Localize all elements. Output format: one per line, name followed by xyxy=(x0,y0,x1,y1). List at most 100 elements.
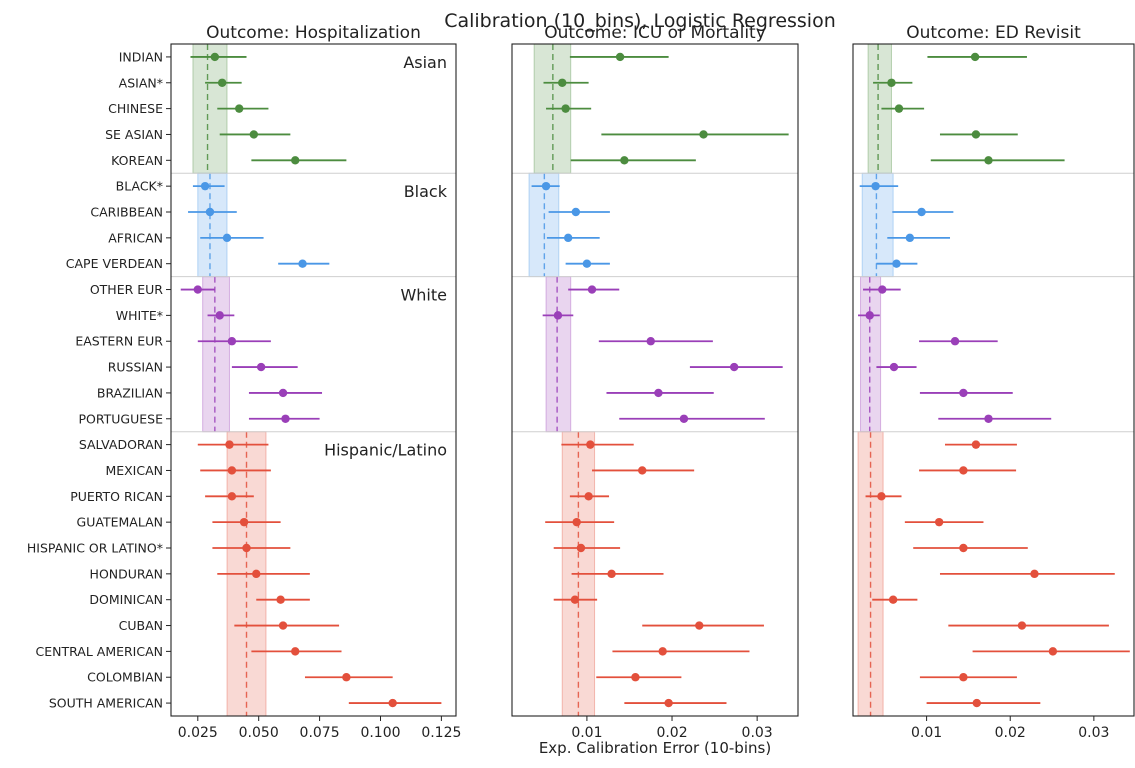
data-point xyxy=(242,543,251,553)
data-point xyxy=(905,233,915,243)
data-point xyxy=(561,104,570,113)
data-point xyxy=(582,259,592,268)
group-label: Hispanic/Latino xyxy=(324,441,447,460)
x-tick-label: 0.050 xyxy=(239,725,279,741)
data-point xyxy=(1017,621,1027,630)
panel-frame xyxy=(852,43,1135,717)
data-point xyxy=(917,207,926,217)
data-point xyxy=(215,311,224,320)
data-point xyxy=(865,311,874,320)
data-point xyxy=(679,414,689,423)
data-point xyxy=(563,233,573,243)
data-point xyxy=(576,543,586,553)
x-tick-label: 0.02 xyxy=(995,725,1026,741)
x-tick-label: 0.03 xyxy=(1078,725,1109,741)
data-point xyxy=(217,78,227,87)
data-point xyxy=(877,492,886,501)
data-point xyxy=(959,543,968,553)
data-point xyxy=(225,440,234,449)
category-label: CARIBBEAN xyxy=(90,205,163,220)
data-point xyxy=(959,673,968,682)
category-label: INDIAN xyxy=(119,49,163,64)
data-point xyxy=(227,466,237,475)
data-point xyxy=(620,156,629,165)
category-label: AFRICAN xyxy=(108,230,163,245)
data-point xyxy=(278,388,288,398)
data-point xyxy=(638,466,647,475)
category-label: CUBAN xyxy=(119,618,163,633)
data-point xyxy=(541,181,551,191)
data-point xyxy=(871,181,880,191)
data-point xyxy=(239,517,249,527)
category-label: BLACK* xyxy=(116,179,163,194)
data-point xyxy=(205,207,215,217)
data-point xyxy=(571,207,581,217)
data-point xyxy=(1048,647,1058,656)
x-tick-label: 0.03 xyxy=(742,725,773,741)
data-point xyxy=(615,52,625,62)
panel-1: 0.025 0.050 0.075 0.100 0.125 Outcome: Hospit… xyxy=(170,23,461,741)
data-point xyxy=(570,595,580,604)
data-point xyxy=(553,311,563,320)
data-point xyxy=(291,647,300,656)
panel-frame xyxy=(170,43,457,717)
data-point xyxy=(235,104,244,113)
category-label: PORTUGUESE xyxy=(78,411,163,426)
x-tick-label: 0.01 xyxy=(571,725,602,741)
category-label: DOMINICAN xyxy=(89,592,163,607)
data-point xyxy=(586,440,595,449)
data-point xyxy=(695,621,704,630)
data-point xyxy=(971,440,981,449)
category-label: MEXICAN xyxy=(105,463,163,478)
data-point xyxy=(210,52,220,62)
data-point xyxy=(894,104,904,113)
data-point xyxy=(281,414,290,423)
data-point xyxy=(658,647,667,656)
category-label: WHITE* xyxy=(116,308,163,323)
data-point xyxy=(584,492,593,501)
x-tick-label: 0.075 xyxy=(300,725,340,741)
category-label: SOUTH AMERICAN xyxy=(49,696,163,711)
x-axis-label: Exp. Calibration Error (10-bins) xyxy=(539,739,771,757)
x-tick-label: 0.01 xyxy=(911,725,942,741)
data-point xyxy=(227,337,237,346)
data-point xyxy=(971,130,981,139)
category-label: COLOMBIAN xyxy=(87,670,163,685)
data-point xyxy=(959,466,968,475)
reference-band xyxy=(545,276,572,433)
data-point xyxy=(227,492,237,501)
panel-frame xyxy=(511,43,799,717)
x-tick-label: 0.100 xyxy=(360,725,400,741)
category-label: CAPE VERDEAN xyxy=(66,256,163,271)
data-point xyxy=(984,156,993,165)
category-label: SALVADORAN xyxy=(79,437,163,452)
data-point xyxy=(970,52,980,62)
data-point xyxy=(646,337,655,346)
category-label: RUSSIAN xyxy=(108,360,163,375)
chart-title: Calibration (10_bins), Logistic Regressi… xyxy=(444,10,836,32)
panel-3: 0.01 0.02 0.03 Outcome: ED Revisit xyxy=(852,23,1135,741)
x-tick-label: 0.025 xyxy=(178,725,218,741)
group-label: Asian xyxy=(403,53,447,72)
data-point xyxy=(889,362,899,372)
data-point xyxy=(276,595,285,604)
data-point xyxy=(252,569,261,579)
category-label: EASTERN EUR xyxy=(75,334,163,349)
data-point xyxy=(984,414,993,423)
data-point xyxy=(892,259,901,268)
category-label: HONDURAN xyxy=(90,566,163,581)
data-point xyxy=(631,673,640,682)
data-point xyxy=(222,233,232,243)
panel-2: 0.01 0.02 0.03 Outcome: ICU or Mortality xyxy=(511,23,799,741)
reference-band xyxy=(202,276,230,433)
data-point xyxy=(664,698,673,708)
data-point xyxy=(729,362,739,372)
data-point xyxy=(249,130,259,139)
data-point xyxy=(1030,569,1039,579)
data-point xyxy=(342,673,351,682)
category-label: OTHER EUR xyxy=(90,282,163,297)
data-point xyxy=(388,698,397,708)
data-point xyxy=(934,517,944,527)
